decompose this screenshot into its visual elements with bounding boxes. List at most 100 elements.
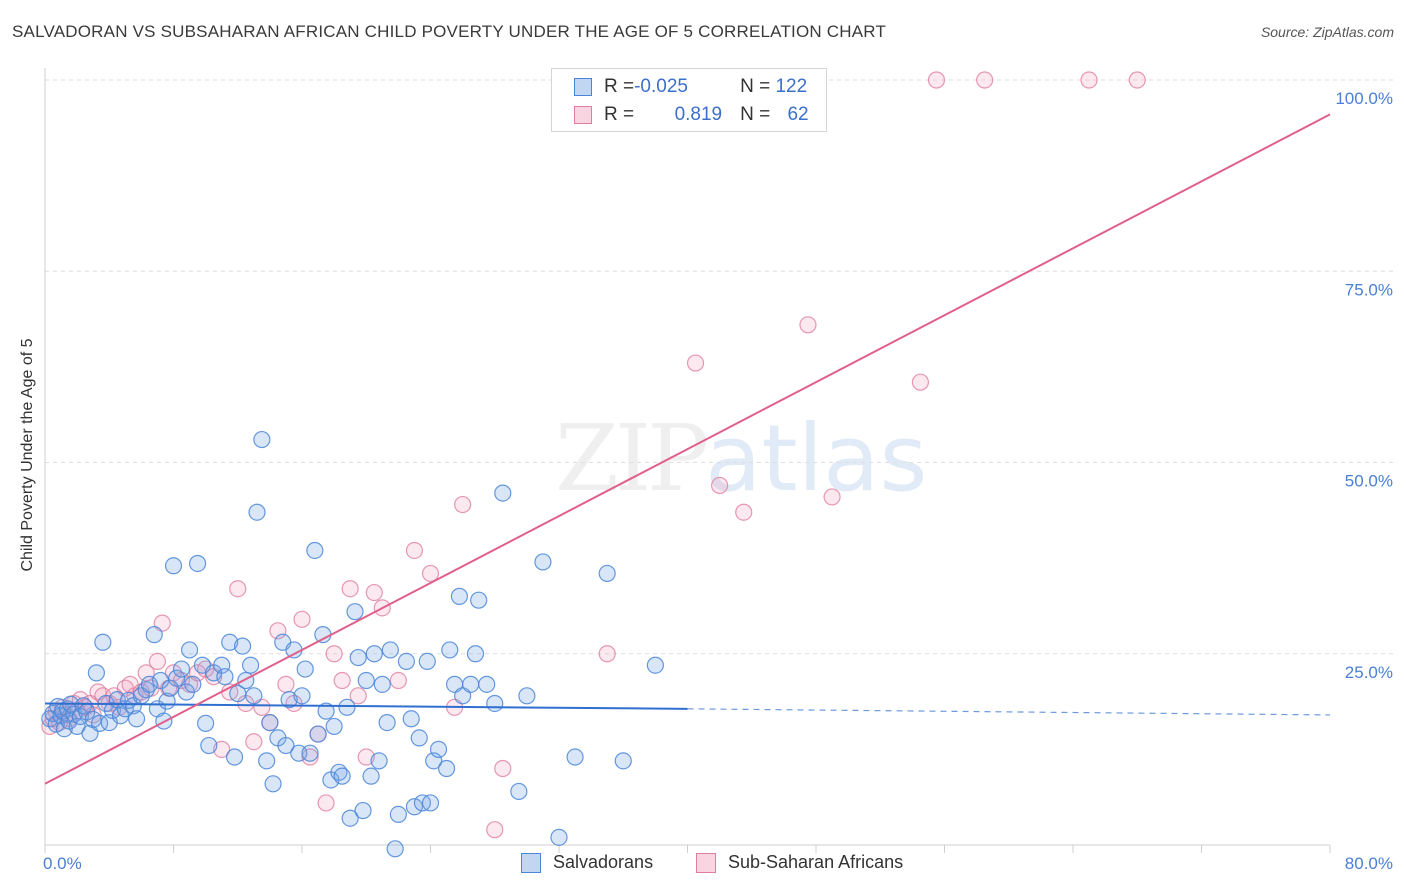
point-salvadoran (410, 729, 428, 747)
point-salvadoran (91, 714, 109, 732)
point-salvadoran (261, 713, 279, 732)
point-subsaharan (349, 687, 367, 705)
point-salvadoran (510, 782, 528, 801)
point-subsaharan (277, 675, 295, 693)
point-subsaharan (245, 733, 263, 751)
point-salvadoran (188, 554, 207, 573)
point-subsaharan (421, 564, 440, 583)
point-salvadoran (293, 687, 311, 705)
point-subsaharan (486, 821, 504, 839)
point-salvadoran (370, 752, 388, 770)
trend-line-salvadorans (44, 702, 688, 710)
point-subsaharan (357, 748, 375, 766)
point-salvadoran (373, 675, 391, 693)
point-subsaharan (598, 645, 616, 663)
point-salvadoran (494, 484, 512, 502)
tick-labels: 25.0% 50.0% 75.0% 100.0% 0.0% 80.0% (43, 89, 1393, 873)
point-subsaharan (686, 354, 705, 372)
legend-label-subsaharan: Sub-Saharan Africans (728, 852, 904, 872)
point-salvadoran (314, 626, 332, 644)
point-salvadoran (280, 691, 298, 709)
point-salvadoran (301, 744, 319, 762)
x-tick-label: 80.0% (1345, 854, 1393, 873)
point-salvadoran (94, 633, 112, 651)
point-subsaharan (341, 580, 359, 598)
point-salvadoran (309, 725, 327, 743)
point-subsaharan (799, 316, 817, 334)
point-salvadoran (405, 798, 424, 816)
point-salvadoran (161, 679, 179, 697)
point-salvadoran (450, 587, 469, 605)
point-salvadoran (184, 675, 202, 693)
axes (44, 68, 1331, 853)
legend-swatch-pink (574, 106, 592, 124)
point-salvadoran (365, 645, 383, 663)
legend-swatch-salvadorans (521, 852, 541, 873)
point-salvadoran (386, 840, 404, 858)
gridlines (45, 79, 1395, 655)
legend-r-label: R = (604, 76, 635, 97)
trend-lines (44, 113, 1331, 785)
y-tick-label: 25.0% (1345, 663, 1393, 682)
point-subsaharan (229, 580, 247, 598)
point-subsaharan (365, 583, 383, 602)
point-subsaharan (911, 373, 930, 391)
legend-item-salvadorans[interactable]: Salvadorans (521, 852, 653, 873)
point-salvadoran (168, 669, 186, 687)
point-salvadoran (285, 641, 303, 659)
x-tick-label: 0.0% (43, 854, 82, 873)
point-salvadoran (402, 710, 420, 728)
legend-n-value: 122 (775, 76, 808, 97)
legend-row-subsaharan: R = 0.819 N = 62 (574, 101, 809, 129)
point-salvadoran (421, 794, 440, 812)
point-salvadoran (357, 671, 375, 690)
point-salvadoran (200, 736, 218, 755)
point-salvadoran (338, 698, 356, 716)
point-salvadoran (253, 430, 271, 449)
point-salvadoran (470, 591, 488, 609)
point-salvadoran (598, 564, 616, 583)
point-salvadoran (354, 801, 372, 820)
point-salvadoran (346, 603, 364, 621)
point-salvadoran (349, 648, 367, 667)
point-salvadoran (180, 641, 199, 659)
point-salvadoran (248, 503, 266, 521)
series-legend: Salvadorans Sub-Saharan Africans (0, 852, 1406, 878)
point-salvadoran (462, 675, 480, 693)
point-salvadoran (145, 626, 163, 644)
point-subsaharan (494, 759, 512, 778)
point-salvadoran (137, 681, 155, 699)
point-subsaharan (301, 748, 319, 766)
point-salvadoran (646, 656, 664, 674)
point-salvadoran (418, 652, 436, 671)
watermark-atlas: atlas (705, 405, 928, 512)
point-subsaharan (711, 476, 729, 495)
point-subsaharan (389, 671, 407, 690)
point-salvadoran (566, 748, 584, 766)
point-subsaharan (1080, 71, 1098, 89)
point-salvadoran (478, 675, 496, 693)
point-salvadoran (429, 740, 448, 758)
point-salvadoran (333, 767, 351, 785)
point-subsaharan (293, 610, 311, 628)
point-salvadoran (127, 710, 146, 728)
point-salvadoran (550, 828, 568, 846)
point-subsaharan (325, 645, 343, 663)
point-subsaharan (148, 652, 167, 671)
trend-line-subsaharan (44, 113, 1331, 785)
point-subsaharan (927, 71, 946, 89)
point-subsaharan (333, 671, 351, 690)
series-salvadoran-points (41, 430, 664, 858)
legend-item-subsaharan[interactable]: Sub-Saharan Africans (696, 852, 903, 873)
point-subsaharan (213, 740, 231, 758)
point-salvadoran (237, 671, 255, 690)
point-subsaharan (317, 794, 335, 812)
point-salvadoran (225, 748, 244, 766)
point-salvadoran (466, 645, 485, 663)
watermark: ZIPatlas (555, 405, 928, 512)
legend-n-label: N = (740, 104, 776, 125)
y-tick-label: 75.0% (1345, 280, 1393, 299)
legend-r-label: R = (604, 104, 635, 125)
point-salvadoran (397, 652, 416, 671)
